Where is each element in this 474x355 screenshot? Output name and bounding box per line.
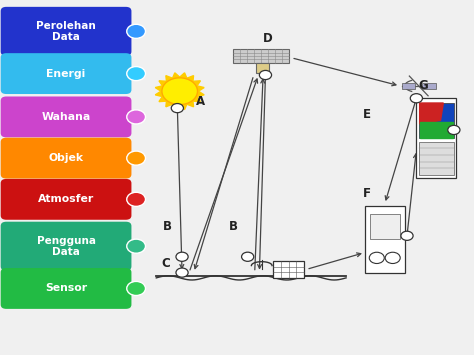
Circle shape xyxy=(410,94,422,103)
Text: D: D xyxy=(263,32,273,45)
Polygon shape xyxy=(173,104,180,110)
Text: G: G xyxy=(419,80,428,92)
Polygon shape xyxy=(155,86,163,91)
Polygon shape xyxy=(419,103,443,124)
Circle shape xyxy=(369,252,384,263)
Text: Perolehan
Data: Perolehan Data xyxy=(36,21,96,42)
FancyBboxPatch shape xyxy=(256,63,269,73)
FancyBboxPatch shape xyxy=(419,142,454,175)
Circle shape xyxy=(127,192,146,206)
Circle shape xyxy=(127,282,146,295)
Circle shape xyxy=(401,231,413,240)
Polygon shape xyxy=(419,122,453,138)
Polygon shape xyxy=(180,73,187,78)
Circle shape xyxy=(127,110,146,124)
Circle shape xyxy=(171,104,183,113)
FancyBboxPatch shape xyxy=(0,268,131,309)
Polygon shape xyxy=(159,97,166,102)
Polygon shape xyxy=(187,101,193,107)
FancyBboxPatch shape xyxy=(0,97,131,137)
Circle shape xyxy=(127,239,146,253)
Circle shape xyxy=(385,252,400,263)
Polygon shape xyxy=(197,86,204,91)
Polygon shape xyxy=(159,81,166,86)
FancyBboxPatch shape xyxy=(0,222,131,271)
FancyBboxPatch shape xyxy=(402,83,415,89)
FancyBboxPatch shape xyxy=(422,83,436,89)
Circle shape xyxy=(127,151,146,165)
Text: F: F xyxy=(363,187,371,200)
Circle shape xyxy=(162,78,198,105)
Polygon shape xyxy=(180,104,187,110)
Circle shape xyxy=(176,252,188,261)
FancyBboxPatch shape xyxy=(0,53,131,94)
Circle shape xyxy=(259,70,272,80)
Polygon shape xyxy=(197,91,204,97)
FancyBboxPatch shape xyxy=(273,261,304,278)
Text: Objek: Objek xyxy=(48,153,83,163)
Text: Energi: Energi xyxy=(46,69,86,78)
Circle shape xyxy=(242,252,254,261)
Polygon shape xyxy=(193,97,201,102)
FancyBboxPatch shape xyxy=(370,214,400,239)
Text: C: C xyxy=(161,257,170,270)
FancyBboxPatch shape xyxy=(419,103,454,138)
Text: A: A xyxy=(196,95,205,108)
Circle shape xyxy=(127,24,146,38)
Text: E: E xyxy=(363,108,371,121)
Circle shape xyxy=(127,66,146,81)
FancyBboxPatch shape xyxy=(0,179,131,220)
Text: Pengguna
Data: Pengguna Data xyxy=(36,236,96,257)
FancyBboxPatch shape xyxy=(0,138,131,179)
Text: B: B xyxy=(229,220,238,233)
Text: Atmosfer: Atmosfer xyxy=(38,194,94,204)
Text: Sensor: Sensor xyxy=(45,283,87,294)
Polygon shape xyxy=(187,76,193,81)
Polygon shape xyxy=(193,81,201,86)
Polygon shape xyxy=(166,101,173,107)
FancyBboxPatch shape xyxy=(416,98,456,178)
FancyBboxPatch shape xyxy=(0,7,131,56)
Polygon shape xyxy=(155,91,163,97)
Text: B: B xyxy=(164,220,173,233)
Polygon shape xyxy=(166,76,173,81)
Circle shape xyxy=(448,125,460,135)
Text: Wahana: Wahana xyxy=(41,112,91,122)
FancyBboxPatch shape xyxy=(233,49,289,63)
Polygon shape xyxy=(173,73,180,78)
Circle shape xyxy=(176,268,188,277)
FancyBboxPatch shape xyxy=(365,206,405,273)
